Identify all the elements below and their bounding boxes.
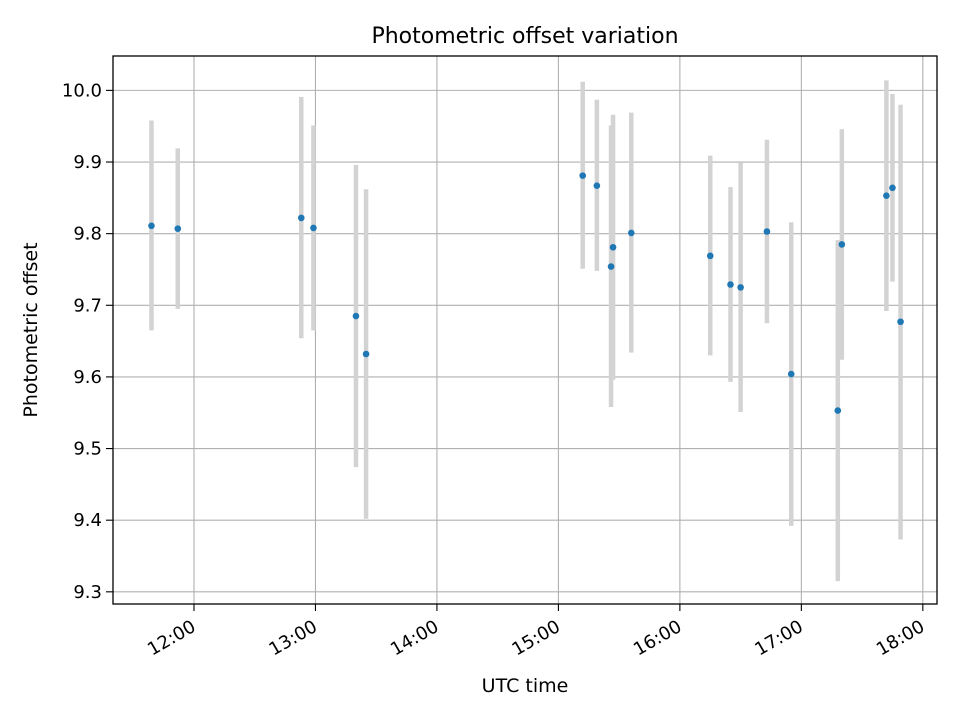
y-tick-label: 9.3 xyxy=(73,582,102,603)
x-tick-label: 16:00 xyxy=(630,616,685,660)
data-point xyxy=(174,225,182,232)
plot-frame xyxy=(112,55,938,605)
data-point xyxy=(362,350,370,358)
data-point xyxy=(593,182,601,189)
data-point xyxy=(727,281,734,288)
x-tick-label: 14:00 xyxy=(387,616,442,660)
data-point xyxy=(627,229,635,237)
data-point xyxy=(609,243,617,251)
y-tick-label: 9.8 xyxy=(73,224,102,245)
y-tick-label: 9.9 xyxy=(73,152,102,173)
x-axis-ticks: 12:00 13:00 14:00 15:00 16:00 17:00 18:00 xyxy=(144,604,928,660)
y-tick-label: 9.6 xyxy=(73,367,102,388)
data-point xyxy=(310,224,317,232)
data-point xyxy=(579,172,587,179)
x-tick-label: 15:00 xyxy=(508,616,563,660)
y-axis-ticks: 9.3 9.4 9.5 9.6 9.7 9.8 9.9 10.0 xyxy=(62,80,113,603)
data-point xyxy=(838,241,846,248)
chart-title: Photometric offset variation xyxy=(371,24,678,49)
data-point xyxy=(148,222,155,230)
data-point xyxy=(787,370,795,378)
y-axis-label: Photometric offset xyxy=(20,242,42,417)
data-point xyxy=(763,228,771,235)
data-point xyxy=(297,214,305,222)
data-point xyxy=(607,263,615,270)
data-point xyxy=(889,184,896,192)
data-points xyxy=(148,172,904,414)
y-tick-label: 9.4 xyxy=(73,510,102,531)
y-tick-label: 9.7 xyxy=(73,295,102,316)
data-point xyxy=(737,284,744,291)
data-point xyxy=(706,252,714,260)
data-point xyxy=(834,407,842,414)
y-tick-label: 9.5 xyxy=(73,439,102,460)
x-tick-label: 13:00 xyxy=(266,616,321,660)
grid xyxy=(113,56,937,604)
x-tick-label: 17:00 xyxy=(751,616,806,660)
error-bars xyxy=(149,80,903,582)
x-tick-label: 18:00 xyxy=(873,616,928,660)
x-axis-label: UTC time xyxy=(482,675,569,697)
data-point xyxy=(883,192,890,199)
data-point xyxy=(352,312,360,320)
y-tick-label: 10.0 xyxy=(62,80,102,101)
data-point xyxy=(897,318,904,326)
x-tick-label: 12:00 xyxy=(144,616,199,660)
